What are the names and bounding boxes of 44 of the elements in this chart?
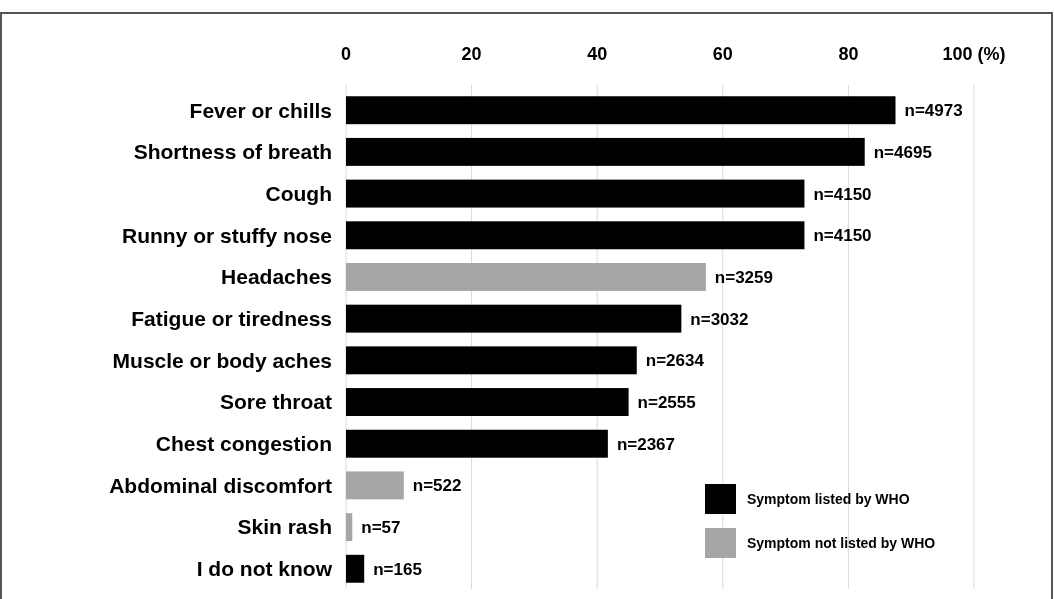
annotation: n=4695 bbox=[873, 142, 932, 162]
bar bbox=[346, 221, 805, 250]
y-tick-label: Runny or stuffy nose bbox=[121, 223, 332, 247]
y-tick-label: Fever or chills bbox=[189, 98, 332, 122]
bar bbox=[346, 513, 353, 542]
x-tick-label: 40 bbox=[587, 44, 608, 64]
bar bbox=[346, 554, 365, 583]
bar bbox=[346, 388, 629, 416]
bar bbox=[346, 429, 608, 458]
y-tick-label: Skin rash bbox=[237, 515, 332, 539]
x-tick-label: 0 bbox=[340, 44, 352, 64]
x-tick-label: 20 bbox=[461, 44, 482, 64]
y-tick-label: Cough bbox=[265, 181, 332, 205]
y-tick-label: Shortness of breath bbox=[133, 140, 332, 164]
annotation: n=2634 bbox=[645, 351, 705, 371]
y-tick-label: Fatigue or tiredness bbox=[131, 307, 332, 331]
annotation: n=57 bbox=[361, 518, 401, 538]
y-tick-label: Headaches bbox=[221, 265, 332, 289]
y-tick-label: Muscle or body aches bbox=[112, 348, 332, 372]
bar bbox=[346, 304, 682, 333]
bar bbox=[346, 471, 404, 500]
y-tick-label: Chest congestion bbox=[155, 432, 332, 456]
annotation: n=4150 bbox=[813, 226, 872, 246]
bar bbox=[346, 137, 865, 166]
annotation: n=3032 bbox=[690, 309, 749, 329]
y-tick-label: Sore throat bbox=[219, 390, 332, 414]
x-tick-label: 80 bbox=[838, 44, 859, 64]
legend-label: Symptom listed by WHO bbox=[747, 490, 910, 507]
annotation: n=4973 bbox=[904, 101, 963, 121]
legend-label: Symptom not listed by WHO bbox=[747, 534, 936, 551]
annotation: n=3259 bbox=[714, 267, 773, 287]
bar bbox=[346, 346, 637, 375]
x-tick-label: 60 bbox=[712, 44, 733, 64]
bar bbox=[346, 96, 896, 125]
bar bbox=[346, 179, 805, 208]
bar bbox=[346, 263, 706, 291]
annotation: n=2367 bbox=[616, 434, 676, 454]
annotation: n=4150 bbox=[813, 184, 872, 204]
annotation: n=522 bbox=[412, 476, 462, 496]
y-tick-label: I do not know bbox=[196, 557, 333, 581]
annotation: n=165 bbox=[373, 559, 422, 579]
annotation: n=2555 bbox=[637, 392, 696, 412]
x-tick-label: 100 (%) bbox=[942, 44, 1006, 64]
y-tick-label: Abdominal discomfort bbox=[109, 473, 332, 497]
